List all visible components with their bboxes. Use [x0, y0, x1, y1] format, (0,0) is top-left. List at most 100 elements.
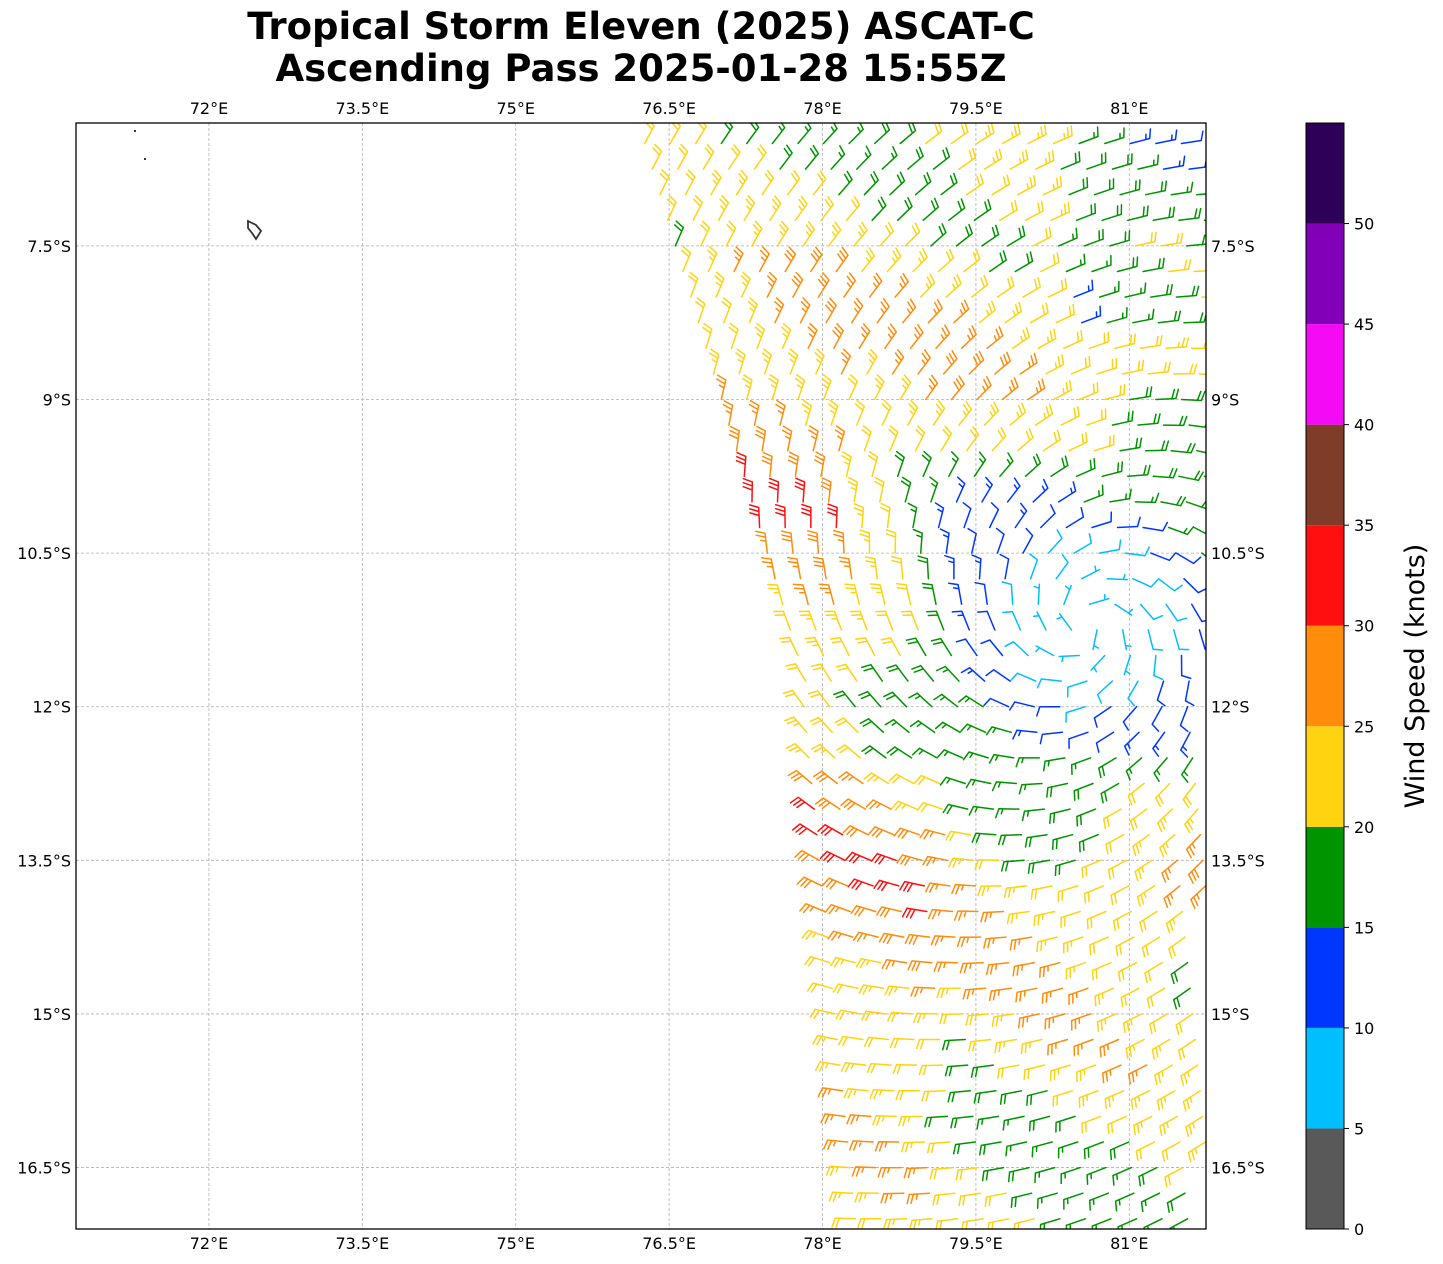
- wind-barb: [1132, 308, 1155, 324]
- wind-barb: [1008, 701, 1035, 711]
- wind-barb: [1050, 201, 1071, 222]
- wind-barb: [1023, 1064, 1046, 1081]
- wind-barb: [824, 610, 843, 631]
- island-outline: [247, 219, 263, 241]
- wind-barb: [1185, 234, 1206, 247]
- wind-barb: [1152, 206, 1176, 222]
- wind-barb: [1098, 280, 1120, 298]
- wind-barb: [1098, 539, 1122, 554]
- wind-barb: [1006, 225, 1026, 247]
- wind-barb: [1181, 757, 1194, 783]
- wind-barb: [1148, 104, 1169, 118]
- wind-barb: [840, 1061, 867, 1073]
- wind-barb: [1073, 532, 1093, 554]
- wind-barb: [1111, 410, 1134, 426]
- wind-barb: [830, 145, 846, 170]
- wind-barb: [774, 503, 786, 529]
- wind-barb: [1104, 127, 1125, 145]
- wind-barb: [1032, 611, 1047, 631]
- wind-barb: [1137, 413, 1161, 426]
- colorbar-tick-label: 35: [1354, 516, 1374, 535]
- wind-barb: [985, 669, 1011, 682]
- wind-barb: [1001, 377, 1019, 401]
- wind-barb: [774, 297, 785, 324]
- wind-barb: [872, 1115, 897, 1126]
- wind-barb: [748, 504, 761, 529]
- wind-barb: [884, 985, 910, 996]
- wind-barb: [1091, 961, 1112, 981]
- wind-barb: [1078, 381, 1099, 401]
- wind-barb: [702, 322, 713, 350]
- wind-barb: [979, 1141, 1002, 1156]
- wind-barb: [1036, 705, 1061, 717]
- lon-tick-label-bottom: 81°E: [1110, 1234, 1148, 1253]
- wind-barb: [1083, 484, 1104, 503]
- wind-barb: [1020, 100, 1038, 118]
- wind-barb: [784, 716, 808, 734]
- wind-barbs: [643, 94, 1206, 1229]
- lat-tick-label-right: 12°S: [1211, 698, 1250, 717]
- wind-barb: [917, 349, 931, 375]
- wind-barb: [831, 1217, 856, 1228]
- wind-barb: [1144, 961, 1163, 984]
- wind-barb: [884, 718, 910, 734]
- wind-barb: [1090, 654, 1106, 673]
- wind-barb: [950, 375, 965, 401]
- wind-barb: [963, 249, 981, 273]
- wind-barb: [861, 745, 887, 759]
- wind-barb: [1093, 705, 1112, 728]
- wind-barb: [792, 583, 809, 606]
- wind-barb: [968, 1038, 992, 1052]
- wind-barb: [986, 326, 1004, 350]
- wind-barb: [806, 982, 833, 993]
- colorbar: 0 5 10 15 20 25 30 35 40 45 50: [1305, 122, 1374, 1239]
- wind-barb: [858, 690, 882, 708]
- wind-barb: [765, 94, 778, 118]
- wind-barb: [797, 123, 812, 145]
- wind-barb: [877, 1166, 903, 1178]
- wind-barb: [861, 1010, 887, 1022]
- wind-barb: [1165, 603, 1188, 622]
- wind-barb: [1170, 442, 1196, 454]
- wind-barb: [1086, 152, 1107, 170]
- wind-barb: [808, 425, 819, 452]
- wind-barb: [900, 476, 912, 503]
- wind-barb: [1173, 629, 1190, 651]
- wind-barb: [1055, 303, 1076, 324]
- colorbar-tick-label: 5: [1354, 1119, 1364, 1138]
- wind-barb: [881, 399, 892, 426]
- wind-barb: [1089, 936, 1110, 956]
- wind-barb: [1144, 440, 1170, 452]
- wind-barb: [971, 832, 997, 844]
- wind-barb: [893, 827, 920, 840]
- wind-barb: [1078, 833, 1099, 853]
- colorbar-tick-label: 30: [1354, 617, 1374, 636]
- wind-barb: [1168, 936, 1186, 959]
- wind-barb: [801, 503, 812, 529]
- wind-barb: [809, 1008, 836, 1020]
- wind-barb: [1012, 961, 1035, 977]
- wind-barb: [1104, 1090, 1125, 1109]
- wind-barb: [1017, 428, 1034, 452]
- wind-barb: [1165, 910, 1184, 934]
- wind-barb: [1065, 253, 1086, 273]
- wind-barb: [891, 348, 905, 375]
- wind-barb: [955, 223, 973, 247]
- wind-barb: [945, 830, 972, 842]
- wind-barb: [930, 935, 956, 946]
- wind-barb: [1122, 1013, 1143, 1034]
- wind-barb: [771, 123, 786, 145]
- wind-barb: [677, 143, 689, 170]
- title-line-1: Tropical Storm Eleven (2025) ASCAT-C: [247, 5, 1035, 48]
- wind-barb: [1144, 180, 1168, 196]
- wind-barb: [1029, 553, 1039, 580]
- wind-barb: [926, 610, 945, 631]
- wind-barb: [684, 169, 696, 196]
- wind-barb: [799, 903, 826, 914]
- wind-barb: [1050, 455, 1069, 478]
- wind-barb: [832, 983, 859, 994]
- wind-barb: [844, 583, 861, 606]
- colorbar-tick-label: 20: [1354, 818, 1374, 837]
- wind-barb: [1046, 100, 1064, 118]
- wind-barb: [1124, 282, 1147, 298]
